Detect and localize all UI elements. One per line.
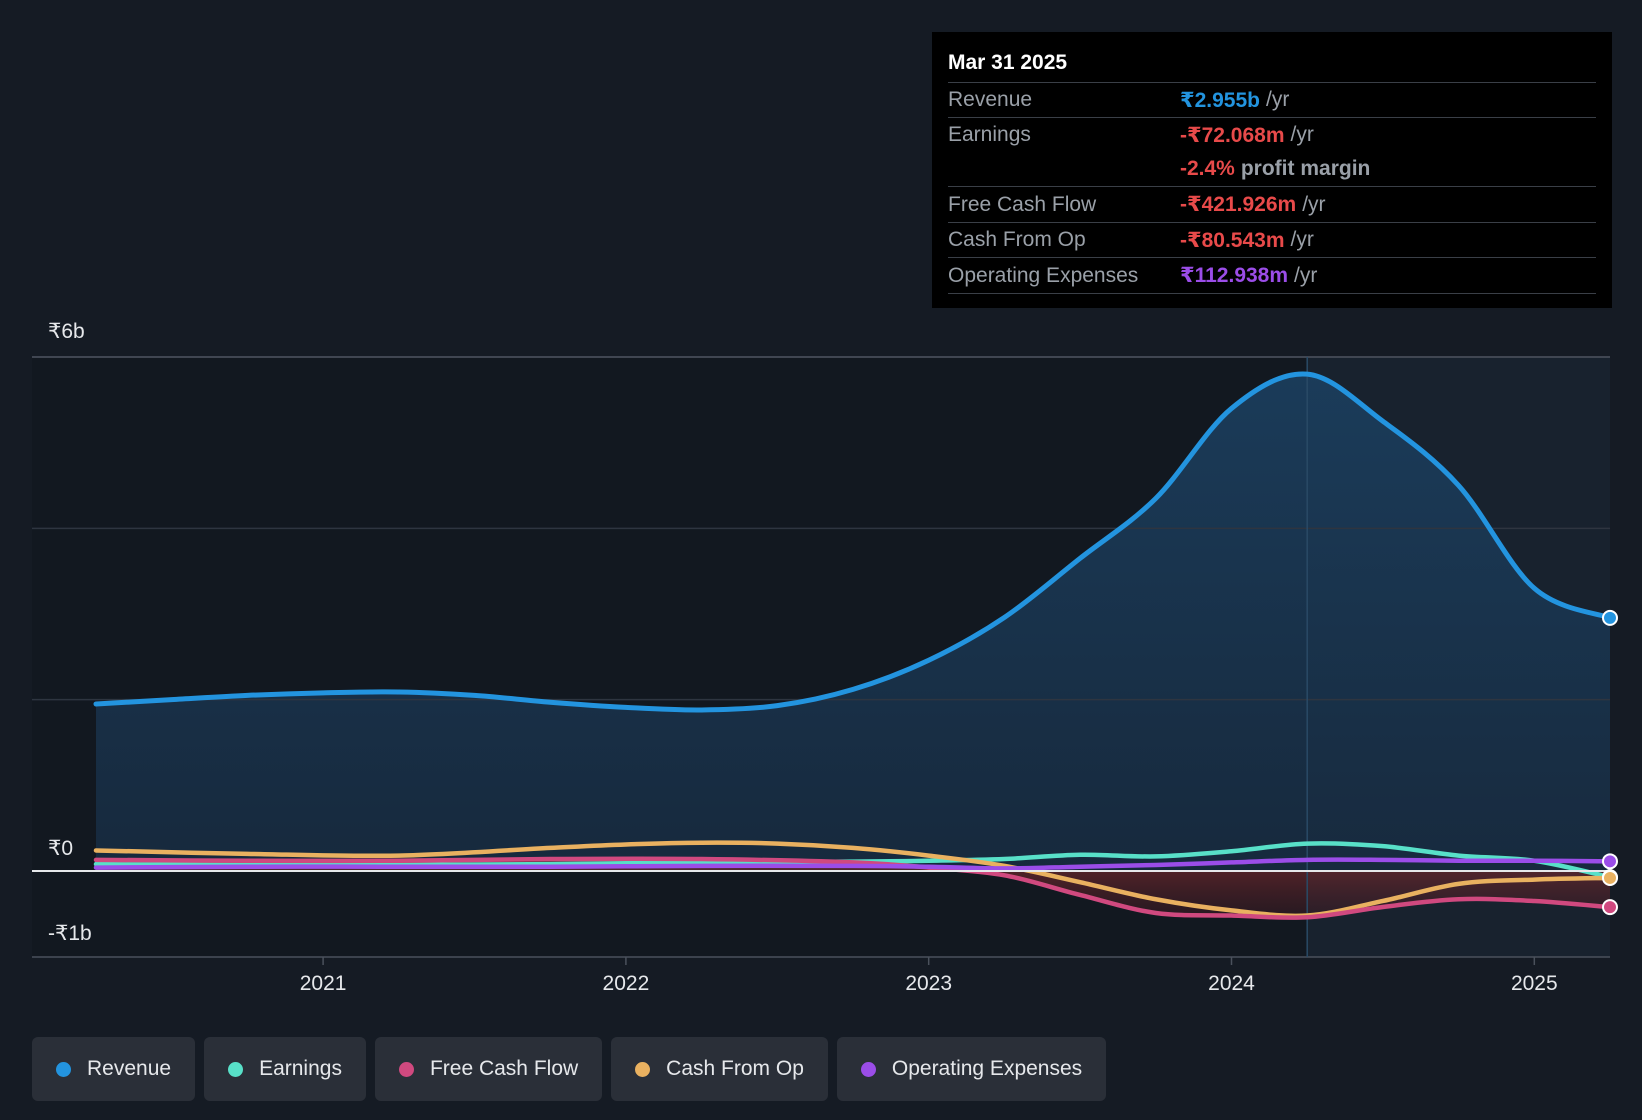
- operating-expenses-end-point: [1602, 853, 1618, 870]
- operating-expenses-line: [93, 857, 1613, 871]
- legend-label: Revenue: [87, 1057, 172, 1080]
- revenue-area: [96, 373, 1610, 871]
- tooltip-label: Earnings: [948, 123, 1031, 146]
- tooltip-label: Revenue: [948, 88, 1033, 111]
- legend-item-cash-from-op[interactable]: Cash From Op: [611, 1037, 828, 1101]
- tooltip-row-profit-margin: -2.4% profit margin: [948, 152, 1596, 187]
- tooltip-row-revenue: Revenue ₹2.955b /yr: [948, 83, 1596, 118]
- tooltip-unit: /yr: [1290, 123, 1314, 146]
- x-tick-label-2022: 2022: [603, 972, 650, 995]
- tooltip-unit: /yr: [1302, 192, 1326, 216]
- tooltip-value: -₹80.543m: [1180, 228, 1285, 252]
- x-tick-label-2024: 2024: [1208, 972, 1255, 995]
- tooltip-row-cash-from-op: Cash From Op -₹80.543m /yr: [948, 223, 1596, 258]
- y-label-bottom: -₹1b: [48, 922, 92, 945]
- legend: Revenue Earnings Free Cash Flow Cash Fro…: [32, 1037, 1107, 1101]
- tooltip-value: -2.4%: [1180, 157, 1235, 180]
- x-tick-label-2023: 2023: [905, 972, 952, 995]
- free-cash-flow-area: [96, 858, 1610, 918]
- legend-label: Earnings: [259, 1057, 342, 1080]
- free-cash-flow-end-point: [1602, 899, 1618, 916]
- tooltip-unit: /yr: [1266, 88, 1290, 111]
- tooltip-row-earnings: Earnings -₹72.068m /yr: [948, 118, 1596, 152]
- legend-item-earnings[interactable]: Earnings: [204, 1037, 366, 1101]
- y-label-zero: ₹0: [48, 837, 74, 860]
- tooltip-date: Mar 31 2025: [948, 46, 1596, 83]
- earnings-dot-icon: [228, 1061, 244, 1077]
- x-tick-label-2021: 2021: [300, 972, 347, 995]
- tooltip-unit: /yr: [1294, 263, 1318, 287]
- tooltip-row-free-cash-flow: Free Cash Flow -₹421.926m /yr: [948, 187, 1596, 223]
- tooltip-label: Cash From Op: [948, 228, 1086, 251]
- tooltip-unit: profit margin: [1240, 157, 1371, 180]
- tooltip-value: -₹421.926m: [1180, 193, 1297, 216]
- operating-expenses-dot-icon: [860, 1061, 876, 1077]
- legend-label: Cash From Op: [666, 1057, 804, 1080]
- tooltip-value: ₹112.938m: [1180, 264, 1289, 287]
- tooltip-unit: /yr: [1290, 228, 1314, 251]
- legend-item-operating-expenses[interactable]: Operating Expenses: [836, 1037, 1107, 1101]
- y-label-top: ₹6b: [48, 320, 85, 343]
- legend-item-revenue[interactable]: Revenue: [32, 1037, 196, 1101]
- tooltip-panel: Mar 31 2025 Revenue ₹2.955b /yr Earnings…: [932, 32, 1612, 308]
- revenue-dot-icon: [56, 1061, 71, 1077]
- legend-item-free-cash-flow[interactable]: Free Cash Flow: [374, 1037, 603, 1101]
- tooltip-label: Free Cash Flow: [948, 192, 1097, 216]
- x-tick-label-2025: 2025: [1511, 972, 1558, 995]
- free-cash-flow-dot-icon: [398, 1061, 414, 1077]
- tooltip-row-operating-expenses: Operating Expenses ₹112.938m /yr: [948, 258, 1596, 294]
- tooltip-value: ₹2.955b: [1180, 88, 1260, 112]
- cash-from-op-dot-icon: [635, 1061, 651, 1077]
- tooltip-value: -₹72.068m: [1180, 123, 1285, 147]
- legend-label: Free Cash Flow: [429, 1057, 579, 1080]
- cash-from-op-end-point: [1602, 869, 1618, 886]
- revenue-end-point: [1602, 609, 1618, 626]
- legend-label: Operating Expenses: [891, 1057, 1083, 1080]
- cash-from-op-line: [93, 840, 1613, 919]
- revenue-line: [93, 371, 1613, 713]
- tooltip-label: Operating Expenses: [948, 263, 1139, 287]
